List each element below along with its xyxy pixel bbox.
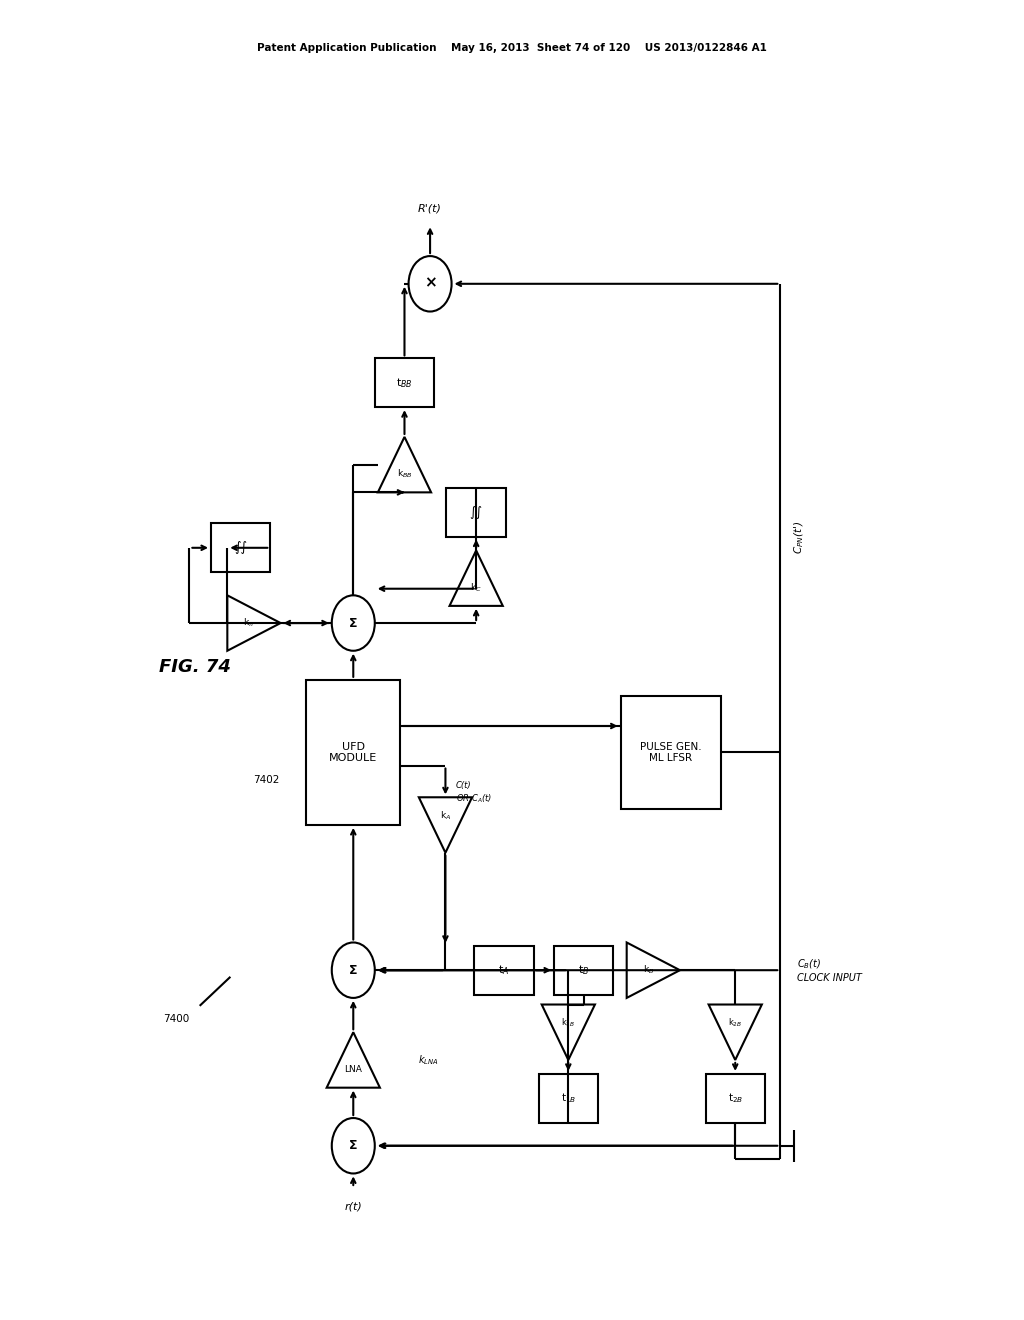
Text: 7400: 7400 [163,1014,189,1024]
Text: 7402: 7402 [253,775,280,785]
Bar [306,680,400,825]
Text: C(t)
OR C$_A$(t): C(t) OR C$_A$(t) [456,781,492,805]
Text: ∫∫: ∫∫ [234,541,247,554]
Text: k$_A$: k$_A$ [440,809,451,822]
Text: UFD
MODULE: UFD MODULE [329,742,378,763]
Bar [554,945,613,995]
Text: k$_{2B}$: k$_{2B}$ [728,1016,742,1030]
Bar [474,945,534,995]
Bar [446,487,506,536]
Text: k$_{LNA}$: k$_{LNA}$ [418,1053,438,1067]
Text: k$_{ff}$: k$_{ff}$ [243,616,255,630]
Text: t$_{1B}$: t$_{1B}$ [561,1092,575,1105]
Text: C$_B$(t)
CLOCK INPUT: C$_B$(t) CLOCK INPUT [797,957,861,983]
Bar [539,1074,598,1122]
Bar [621,697,721,808]
Text: C$_{PN}$(t'): C$_{PN}$(t') [793,520,806,554]
Text: ∫∫: ∫∫ [470,506,482,519]
Text: R'(t): R'(t) [418,203,442,214]
Text: t$_{2B}$: t$_{2B}$ [728,1092,742,1105]
Text: t$_A$: t$_A$ [499,964,509,977]
Text: t$_{BB}$: t$_{BB}$ [396,376,413,389]
Text: k$_C$: k$_C$ [470,581,482,594]
Text: k$_{1B}$: k$_{1B}$ [561,1016,575,1030]
Text: Σ: Σ [349,616,357,630]
Text: LNA: LNA [344,1065,362,1073]
Text: Σ: Σ [349,964,357,977]
Bar [375,358,434,407]
Text: FIG. 74: FIG. 74 [159,657,230,676]
Text: PULSE GEN.
ML LFSR: PULSE GEN. ML LFSR [640,742,701,763]
Text: k$_B$: k$_B$ [642,964,654,977]
Text: r(t): r(t) [344,1201,362,1212]
Text: Σ: Σ [349,1139,357,1152]
Text: Patent Application Publication    May 16, 2013  Sheet 74 of 120    US 2013/01228: Patent Application Publication May 16, 2… [257,42,767,53]
Text: t$_B$: t$_B$ [578,964,590,977]
Bar [706,1074,765,1122]
Text: k$_{BB}$: k$_{BB}$ [396,467,413,480]
Text: ×: × [424,275,436,290]
Bar [211,523,270,573]
